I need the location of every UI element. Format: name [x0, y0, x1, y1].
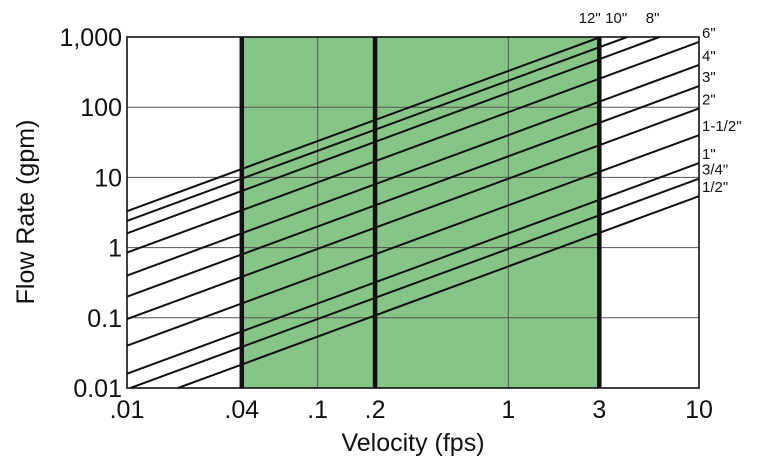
series-line [177, 195, 700, 389]
y-tick-labels: 0.01 0.1 1 10 100 1,000 [59, 24, 122, 403]
series-size-label: 1/2" [702, 179, 728, 196]
y-tick-label: 0.01 [73, 375, 122, 403]
y-tick-label: 10 [94, 164, 122, 192]
series-line [126, 63, 700, 277]
x-tick-labels: .01 .04 .1 .2 1 3 10 [110, 396, 713, 424]
green-band [241, 37, 600, 388]
series-size-label: 2" [702, 91, 716, 108]
series-size-label: 3/4" [702, 162, 728, 179]
y-tick-label: 0.1 [87, 305, 122, 333]
series-line [130, 177, 700, 389]
x-axis-label: Velocity (fps) [341, 429, 484, 457]
x-tick-label: .2 [365, 396, 386, 424]
y-axis-label: Flow Rate (gpm) [12, 120, 40, 305]
highlight-band-layer [241, 37, 600, 388]
series-size-label: 6" [702, 25, 716, 42]
series-line [126, 41, 700, 254]
series-size-label: 1-1/2" [702, 118, 742, 135]
series-line [126, 36, 660, 235]
y-tick-label: 1,000 [59, 24, 122, 52]
series-line [126, 85, 700, 298]
series-size-label: 12" [579, 10, 601, 27]
x-tick-label: .1 [307, 396, 328, 424]
x-tick-label: 3 [592, 396, 606, 424]
y-tick-label: 100 [80, 94, 122, 122]
series-line [126, 162, 700, 375]
x-tick-label: .04 [224, 396, 259, 424]
emphasis-lines [239, 37, 602, 388]
series-size-label: 3" [702, 69, 716, 86]
plot-frame [126, 36, 700, 389]
series-size-label: 10" [605, 10, 627, 27]
series-size-label: 4" [702, 48, 716, 65]
y-tick-label: 1 [108, 235, 122, 263]
series-size-label: 1" [702, 146, 716, 163]
series-line [126, 36, 602, 213]
series-size-labels: 1/2"3/4"1" 1-1/2" 2" 3" 4" 6" 8" 10"12" [579, 10, 742, 196]
x-tick-label: 10 [685, 396, 713, 424]
x-tick-label: .01 [110, 396, 145, 424]
series-size-label: 8" [646, 10, 660, 27]
x-tick-label: 1 [501, 396, 515, 424]
series-line [126, 134, 700, 347]
series-line [126, 107, 700, 320]
